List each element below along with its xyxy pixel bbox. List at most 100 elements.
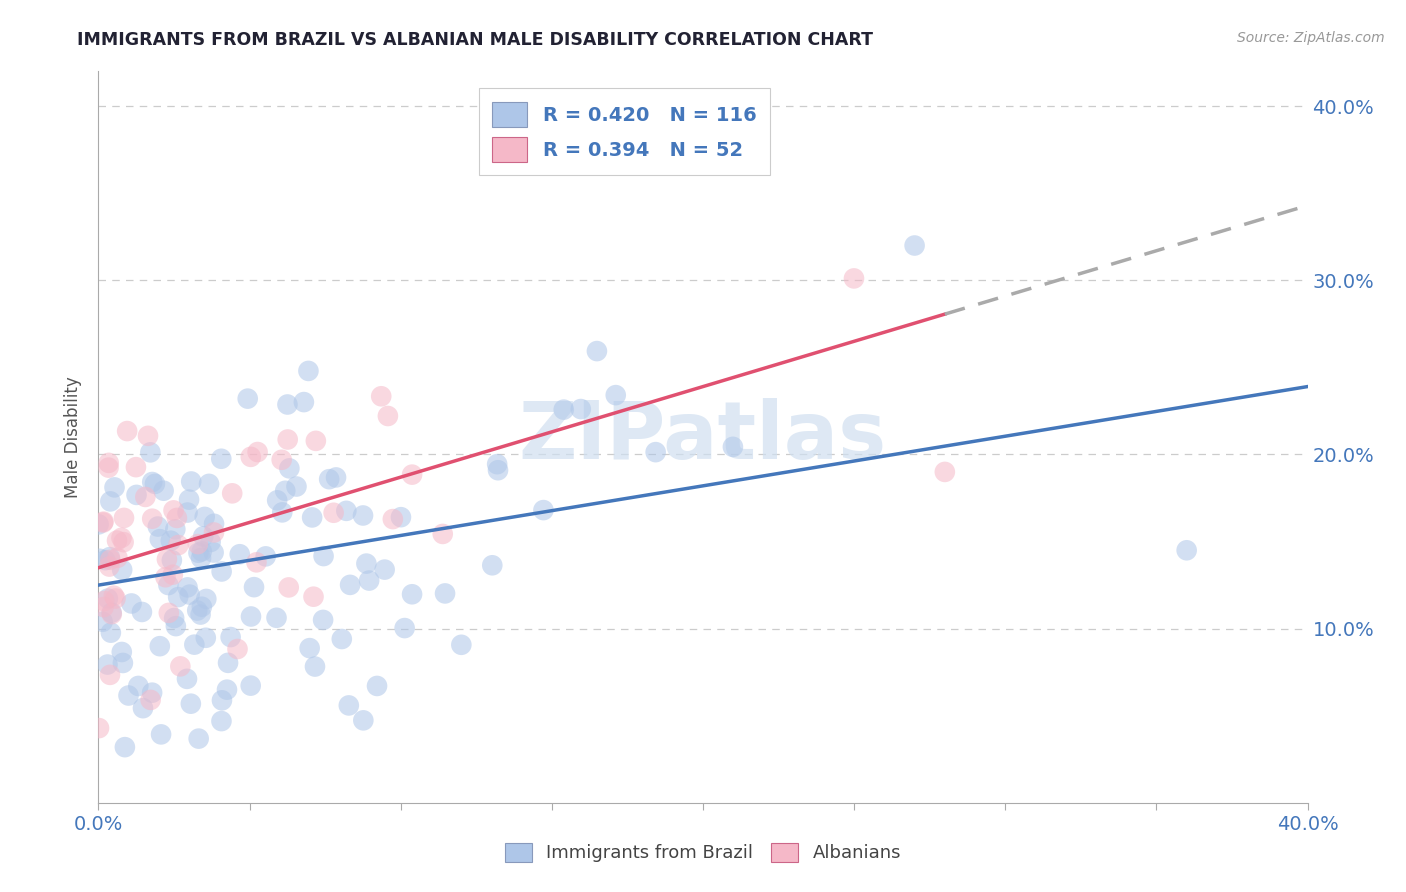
Point	[91, 516, 114, 530]
Point	[292, 395, 315, 409]
Text: ZIPatlas: ZIPatlas	[519, 398, 887, 476]
Point	[374, 563, 396, 577]
Point	[904, 238, 927, 252]
Point	[98, 553, 121, 567]
Point	[156, 552, 179, 566]
Point	[352, 508, 374, 523]
Point	[1175, 543, 1198, 558]
Point	[150, 727, 173, 741]
Point	[87, 517, 110, 532]
Point	[111, 645, 134, 659]
Point	[229, 547, 252, 561]
Point	[194, 509, 217, 524]
Point	[169, 659, 191, 673]
Point	[100, 625, 122, 640]
Point	[366, 679, 388, 693]
Point	[377, 409, 399, 423]
Point	[198, 476, 221, 491]
Point	[211, 693, 233, 707]
Point	[160, 553, 183, 567]
Point	[569, 402, 592, 417]
Point	[97, 460, 120, 475]
Point	[304, 659, 326, 673]
Point	[187, 731, 209, 746]
Point	[125, 488, 148, 502]
Point	[219, 630, 242, 644]
Point	[312, 613, 335, 627]
Point	[139, 445, 162, 459]
Point	[277, 433, 299, 447]
Text: IMMIGRANTS FROM BRAZIL VS ALBANIAN MALE DISABILITY CORRELATION CHART: IMMIGRANTS FROM BRAZIL VS ALBANIAN MALE …	[77, 31, 873, 49]
Point	[136, 429, 159, 443]
Point	[162, 503, 184, 517]
Point	[183, 638, 205, 652]
Point	[132, 701, 155, 715]
Point	[177, 492, 200, 507]
Point	[266, 493, 288, 508]
Point	[352, 714, 374, 728]
Point	[254, 549, 277, 564]
Point	[98, 668, 121, 682]
Point	[98, 550, 121, 565]
Point	[97, 456, 120, 470]
Point	[195, 591, 218, 606]
Point	[202, 525, 225, 540]
Point	[111, 563, 134, 577]
Point	[246, 445, 269, 459]
Point	[285, 479, 308, 493]
Point	[191, 599, 214, 614]
Point	[167, 538, 190, 552]
Point	[87, 721, 110, 735]
Point	[481, 558, 503, 573]
Point	[271, 505, 294, 519]
Point	[432, 527, 454, 541]
Point	[179, 588, 201, 602]
Point	[93, 594, 115, 608]
Point	[89, 551, 111, 566]
Point	[318, 472, 340, 486]
Point	[211, 565, 233, 579]
Point	[297, 364, 319, 378]
Point	[217, 656, 239, 670]
Point	[644, 445, 666, 459]
Point	[165, 619, 187, 633]
Point	[277, 581, 299, 595]
Point	[143, 476, 166, 491]
Point	[193, 529, 215, 543]
Point	[97, 591, 120, 606]
Point	[131, 605, 153, 619]
Point	[141, 686, 163, 700]
Point	[370, 389, 392, 403]
Point	[356, 557, 378, 571]
Point	[110, 531, 132, 545]
Point	[157, 578, 180, 592]
Point	[245, 555, 267, 569]
Point	[239, 679, 262, 693]
Point	[115, 424, 138, 438]
Point	[190, 607, 212, 622]
Point	[187, 537, 209, 551]
Point	[401, 587, 423, 601]
Point	[209, 451, 232, 466]
Point	[394, 621, 416, 635]
Point	[298, 641, 321, 656]
Point	[605, 388, 627, 402]
Point	[322, 506, 344, 520]
Point	[934, 465, 956, 479]
Point	[112, 535, 135, 549]
Point	[98, 559, 121, 574]
Point	[159, 533, 181, 548]
Point	[270, 452, 292, 467]
Point	[176, 672, 198, 686]
Point	[842, 271, 865, 285]
Point	[226, 642, 249, 657]
Point	[200, 535, 222, 549]
Point	[301, 510, 323, 524]
Point	[98, 494, 121, 508]
Point	[94, 553, 117, 567]
Point	[155, 570, 177, 584]
Point	[105, 533, 128, 548]
Point	[240, 609, 263, 624]
Point	[107, 550, 129, 565]
Text: Source: ZipAtlas.com: Source: ZipAtlas.com	[1237, 31, 1385, 45]
